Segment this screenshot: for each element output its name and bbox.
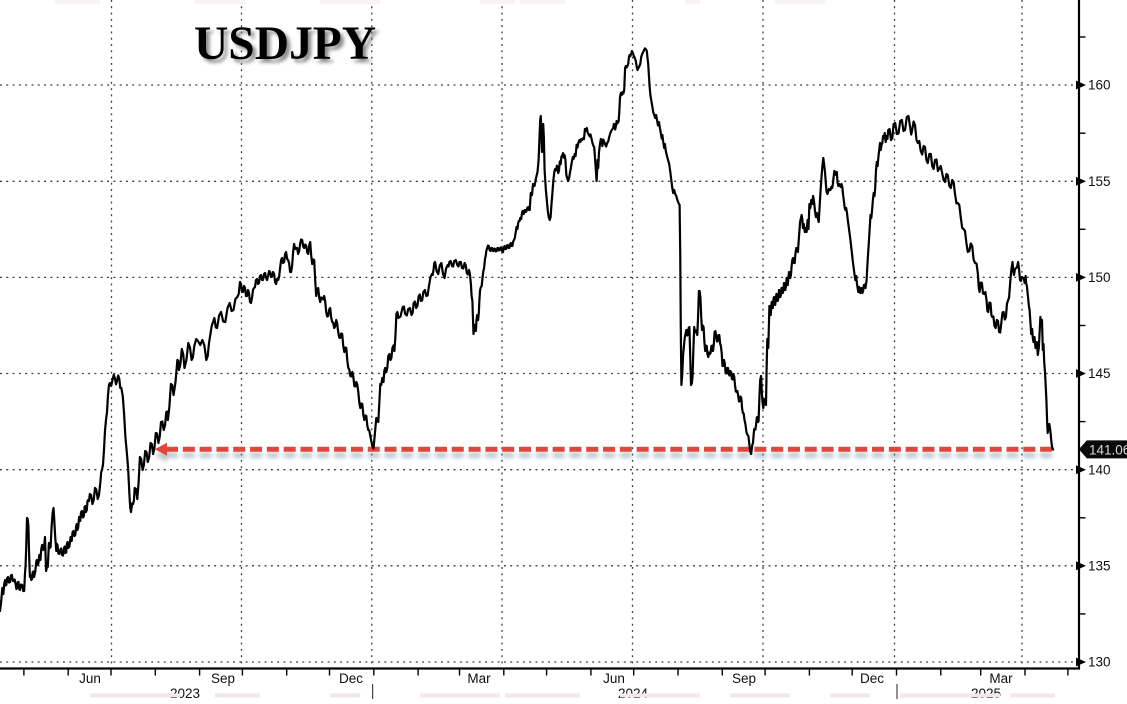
svg-text:Mar: Mar [467,671,491,686]
svg-text:135: 135 [1088,559,1111,574]
svg-text:USDJPY: USDJPY [194,18,376,70]
svg-text:Dec: Dec [339,671,363,686]
svg-text:Dec: Dec [860,671,884,686]
svg-text:Sep: Sep [211,671,235,686]
svg-text:Sep: Sep [732,671,756,686]
svg-text:Jun: Jun [603,671,625,686]
svg-text:145: 145 [1088,366,1111,381]
svg-text:Mar: Mar [989,671,1013,686]
svg-text:155: 155 [1088,174,1111,189]
svg-text:141.06: 141.06 [1089,442,1127,457]
svg-text:Jun: Jun [79,671,101,686]
svg-text:160: 160 [1088,78,1111,93]
svg-text:130: 130 [1088,655,1111,670]
svg-text:150: 150 [1088,270,1111,285]
svg-text:140: 140 [1088,462,1111,477]
